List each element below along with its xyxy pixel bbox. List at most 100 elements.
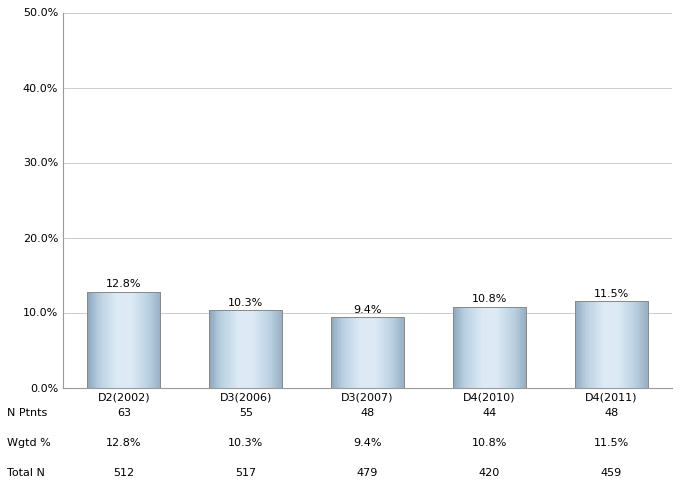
- Text: 10.8%: 10.8%: [472, 294, 507, 304]
- Bar: [501, 306, 503, 388]
- Bar: [153, 292, 155, 388]
- Bar: [150, 292, 152, 388]
- Text: Total N: Total N: [7, 468, 45, 477]
- Bar: [611, 301, 612, 388]
- Bar: [334, 317, 335, 388]
- Bar: [492, 306, 494, 388]
- Bar: [240, 310, 241, 388]
- Text: 517: 517: [235, 468, 256, 477]
- Bar: [594, 301, 595, 388]
- Bar: [401, 317, 402, 388]
- Bar: [604, 301, 606, 388]
- Bar: [221, 310, 223, 388]
- Bar: [125, 292, 127, 388]
- Bar: [223, 310, 224, 388]
- Text: 459: 459: [601, 468, 622, 477]
- Bar: [269, 310, 271, 388]
- Bar: [235, 310, 237, 388]
- Text: 48: 48: [604, 408, 618, 418]
- Bar: [344, 317, 346, 388]
- Bar: [584, 301, 587, 388]
- Bar: [402, 317, 405, 388]
- Bar: [372, 317, 374, 388]
- Bar: [640, 301, 642, 388]
- Bar: [353, 317, 355, 388]
- Bar: [147, 292, 149, 388]
- Bar: [225, 310, 227, 388]
- Bar: [575, 301, 576, 388]
- Bar: [140, 292, 141, 388]
- Bar: [472, 306, 473, 388]
- Bar: [612, 301, 615, 388]
- Bar: [587, 301, 588, 388]
- Bar: [576, 301, 578, 388]
- Bar: [484, 306, 485, 388]
- Bar: [479, 306, 481, 388]
- Bar: [578, 301, 579, 388]
- Bar: [500, 306, 501, 388]
- Text: N Ptnts: N Ptnts: [7, 408, 48, 418]
- Bar: [137, 292, 139, 388]
- Bar: [507, 306, 508, 388]
- Bar: [606, 301, 607, 388]
- Text: 12.8%: 12.8%: [106, 279, 141, 289]
- Bar: [262, 310, 263, 388]
- Bar: [343, 317, 344, 388]
- Bar: [141, 292, 143, 388]
- Bar: [113, 292, 116, 388]
- Bar: [156, 292, 158, 388]
- Bar: [508, 306, 510, 388]
- Bar: [370, 317, 372, 388]
- Bar: [629, 301, 630, 388]
- Bar: [634, 301, 636, 388]
- Bar: [239, 310, 240, 388]
- Bar: [243, 310, 244, 388]
- Bar: [620, 301, 622, 388]
- Bar: [498, 306, 500, 388]
- Bar: [368, 317, 369, 388]
- Bar: [94, 292, 97, 388]
- Bar: [469, 306, 470, 388]
- Bar: [465, 306, 466, 388]
- Bar: [354, 317, 356, 388]
- Bar: [453, 306, 454, 388]
- Bar: [489, 306, 491, 388]
- Bar: [505, 306, 507, 388]
- Bar: [480, 306, 482, 388]
- Bar: [102, 292, 104, 388]
- Bar: [630, 301, 632, 388]
- Bar: [470, 306, 472, 388]
- Bar: [519, 306, 520, 388]
- Bar: [391, 317, 393, 388]
- Bar: [143, 292, 145, 388]
- Bar: [607, 301, 608, 388]
- Text: 63: 63: [117, 408, 131, 418]
- Bar: [251, 310, 253, 388]
- Bar: [485, 306, 486, 388]
- Bar: [642, 301, 643, 388]
- Bar: [461, 306, 463, 388]
- Text: Wgtd %: Wgtd %: [7, 438, 50, 448]
- Bar: [378, 317, 379, 388]
- Bar: [347, 317, 349, 388]
- Bar: [369, 317, 371, 388]
- Bar: [117, 292, 118, 388]
- Bar: [144, 292, 146, 388]
- Bar: [105, 292, 106, 388]
- Bar: [626, 301, 627, 388]
- Bar: [575, 301, 648, 388]
- Bar: [253, 310, 255, 388]
- Bar: [624, 301, 626, 388]
- Bar: [599, 301, 601, 388]
- Bar: [214, 310, 216, 388]
- Bar: [108, 292, 109, 388]
- Bar: [120, 292, 121, 388]
- Bar: [346, 317, 347, 388]
- Bar: [589, 301, 591, 388]
- Bar: [643, 301, 645, 388]
- Bar: [394, 317, 395, 388]
- Bar: [610, 301, 611, 388]
- Bar: [158, 292, 159, 388]
- Bar: [331, 317, 404, 388]
- Bar: [227, 310, 228, 388]
